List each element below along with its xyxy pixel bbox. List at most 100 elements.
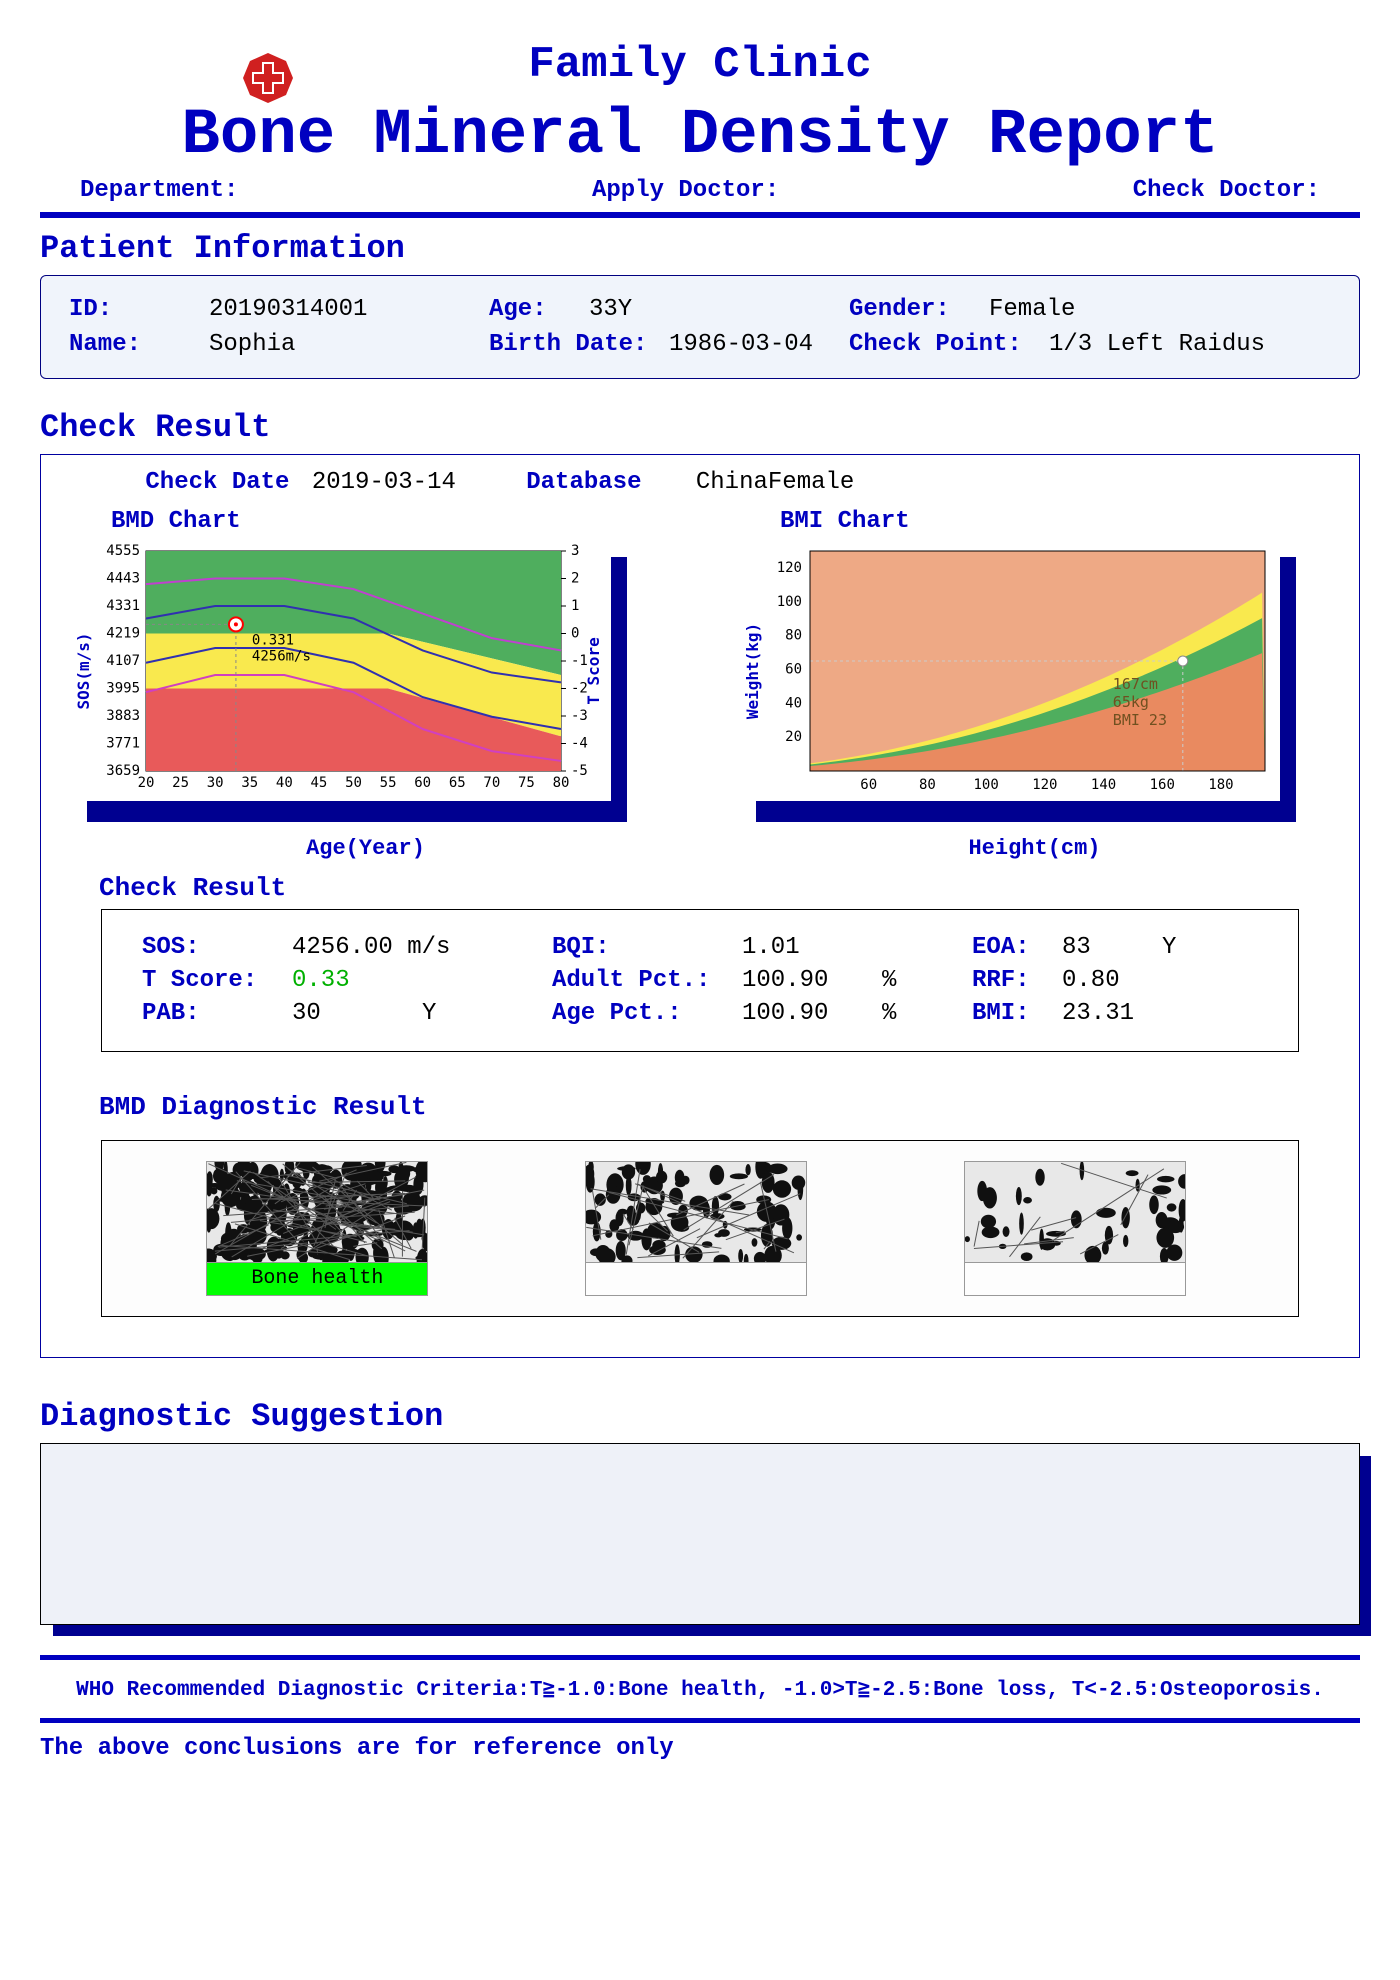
diag-item-loss [585, 1161, 815, 1296]
svg-text:3883: 3883 [106, 708, 140, 724]
svg-text:1: 1 [571, 598, 579, 614]
svg-text:65kg: 65kg [1113, 693, 1149, 711]
gender-label: Gender: [849, 296, 989, 323]
check-result-box: Check Date 2019-03-14 Database ChinaFema… [40, 454, 1360, 1358]
checkpoint-value: 1/3 Left Raidus [1049, 331, 1265, 358]
svg-text:167cm: 167cm [1113, 675, 1158, 693]
age-value: 33Y [589, 296, 849, 323]
tscore-label: T Score: [142, 967, 292, 994]
svg-text:3771: 3771 [106, 736, 140, 752]
disclaimer: The above conclusions are for reference … [40, 1729, 1360, 1768]
bmi-xlabel: Height(cm) [740, 836, 1329, 861]
svg-text:60: 60 [785, 661, 802, 677]
pab-unit: Y [422, 1000, 552, 1027]
pab-label: PAB: [142, 1000, 292, 1027]
name-value: Sophia [209, 331, 489, 358]
patient-info-box: ID: 20190314001 Age: 33Y Gender: Female … [40, 275, 1360, 379]
svg-text:-3: -3 [571, 708, 588, 724]
agepct-label: Age Pct.: [552, 1000, 742, 1027]
svg-text:80: 80 [919, 777, 936, 793]
svg-text:20: 20 [785, 729, 802, 745]
svg-text:140: 140 [1091, 777, 1116, 793]
svg-text:T Score: T Score [584, 637, 603, 704]
svg-text:120: 120 [1032, 777, 1057, 793]
gender-value: Female [989, 296, 1075, 323]
results-panel: SOS: 4256.00 m/s BQI: 1.01 EOA: 83 Y T S… [101, 909, 1299, 1052]
svg-text:4331: 4331 [106, 598, 140, 614]
check-result-sub-title: Check Result [99, 873, 1329, 903]
agepct-value: 100.90 [742, 1000, 882, 1027]
diagnostic-title: BMD Diagnostic Result [99, 1092, 1329, 1122]
sos-label: SOS: [142, 934, 292, 961]
diag-item-osteo [964, 1161, 1194, 1296]
department-label: Department: [80, 177, 238, 204]
svg-text:180: 180 [1208, 777, 1233, 793]
svg-text:55: 55 [380, 775, 397, 791]
svg-text:2: 2 [571, 571, 579, 587]
report-title: Bone Mineral Density Report [40, 100, 1360, 172]
bmi-value: 23.31 [1062, 1000, 1134, 1027]
svg-text:65: 65 [449, 775, 466, 791]
svg-text:40: 40 [276, 775, 293, 791]
svg-text:60: 60 [414, 775, 431, 791]
svg-text:Weight(kg): Weight(kg) [743, 623, 762, 719]
diag-item-healthy: Bone health [206, 1161, 436, 1296]
clinic-name: Family Clinic [40, 40, 1360, 90]
id-value: 20190314001 [209, 296, 489, 323]
birthdate-value: 1986-03-04 [669, 331, 849, 358]
svg-text:70: 70 [483, 775, 500, 791]
check-date-value: 2019-03-14 [312, 469, 512, 496]
id-label: ID: [69, 296, 209, 323]
svg-text:35: 35 [241, 775, 258, 791]
svg-text:80: 80 [553, 775, 570, 791]
divider [40, 212, 1360, 218]
svg-text:3995: 3995 [106, 681, 140, 697]
checkpoint-label: Check Point: [849, 331, 1049, 358]
svg-text:75: 75 [518, 775, 535, 791]
tscore-value: 0.33 [292, 967, 552, 994]
svg-text:4107: 4107 [106, 653, 140, 669]
svg-text:4443: 4443 [106, 571, 140, 587]
svg-text:50: 50 [345, 775, 362, 791]
bmd-chart: 365937713883399541074219433144434555-5-4… [71, 541, 611, 801]
svg-text:4555: 4555 [106, 543, 140, 559]
bmi-label: BMI: [972, 1000, 1062, 1027]
svg-text:60: 60 [860, 777, 877, 793]
age-label: Age: [489, 296, 589, 323]
check-doctor-label: Check Doctor: [1133, 177, 1320, 204]
svg-text:3: 3 [571, 543, 579, 559]
svg-text:40: 40 [785, 695, 802, 711]
svg-text:160: 160 [1150, 777, 1175, 793]
sos-value: 4256.00 m/s [292, 934, 552, 961]
bone-image-sparse [964, 1161, 1186, 1263]
eoa-unit: Y [1162, 934, 1176, 961]
check-result-title: Check Result [40, 409, 1360, 446]
check-date-label: Check Date [145, 469, 289, 496]
bmi-chart: 204060801001206080100120140160180167cm65… [740, 541, 1280, 801]
divider [40, 1718, 1360, 1723]
bmd-chart-title: BMD Chart [111, 508, 660, 535]
apply-doctor-label: Apply Doctor: [592, 177, 779, 204]
diag-label-osteo [964, 1263, 1186, 1296]
diagnostic-panel: Bone health [101, 1140, 1299, 1317]
svg-text:4219: 4219 [106, 626, 140, 642]
svg-text:120: 120 [777, 560, 802, 576]
svg-text:SOS(m/s): SOS(m/s) [74, 632, 93, 709]
adultpct-value: 100.90 [742, 967, 882, 994]
agepct-unit: % [882, 1000, 972, 1027]
diag-label-loss [585, 1263, 807, 1296]
svg-text:100: 100 [777, 594, 802, 610]
svg-text:30: 30 [207, 775, 224, 791]
svg-text:25: 25 [172, 775, 189, 791]
rrf-label: RRF: [972, 967, 1062, 994]
svg-text:20: 20 [138, 775, 155, 791]
divider [40, 1655, 1360, 1660]
database-value: ChinaFemale [696, 469, 854, 496]
svg-text:0: 0 [571, 626, 579, 642]
svg-text:3659: 3659 [106, 763, 140, 779]
bqi-value: 1.01 [742, 934, 972, 961]
svg-text:-5: -5 [571, 763, 588, 779]
bone-image-medium [585, 1161, 807, 1263]
svg-text:4256m/s: 4256m/s [252, 648, 311, 664]
bqi-label: BQI: [552, 934, 742, 961]
